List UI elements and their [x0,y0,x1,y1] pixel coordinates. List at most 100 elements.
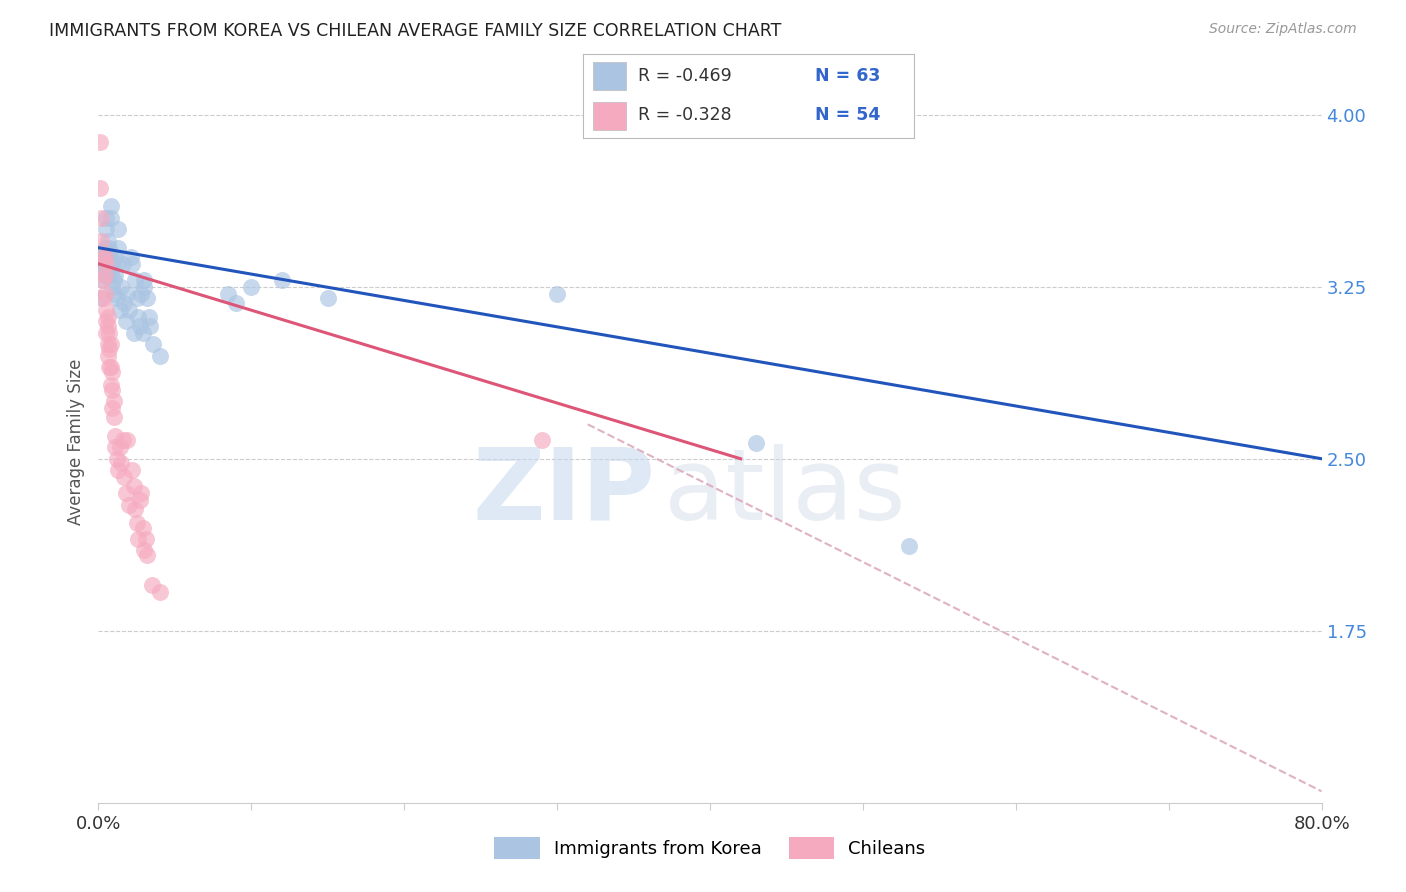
Point [127,310,149,324]
Point [115,314,138,328]
Point [240,279,263,293]
Point [117,286,139,301]
Bar [593,102,627,130]
Point [134,543,156,558]
Point [93,241,115,255]
Text: IMMIGRANTS FROM KOREA VS CHILEAN AVERAGE FAMILY SIZE CORRELATION CHART: IMMIGRANTS FROM KOREA VS CHILEAN AVERAGE… [49,22,782,40]
Point [316,291,339,305]
Point [121,463,143,477]
Point [98,342,121,356]
Point [122,326,145,340]
Point [101,279,124,293]
Point [101,365,124,379]
Point [125,516,148,530]
Point [105,451,128,466]
Point [100,268,122,283]
Point [97,318,120,333]
Point [94,314,117,328]
Point [104,429,127,443]
Point [110,456,132,470]
Point [94,211,117,225]
Point [125,291,148,305]
Point [270,273,292,287]
Point [745,435,768,450]
Point [97,349,120,363]
Point [94,222,117,236]
Point [91,245,114,260]
Point [90,234,112,248]
Point [103,394,125,409]
Text: Source: ZipAtlas.com: Source: ZipAtlas.com [1209,22,1357,37]
Point [97,310,120,324]
Point [122,479,145,493]
Point [132,520,155,534]
Point [89,181,111,195]
Point [100,199,122,213]
Point [111,257,134,271]
Point [530,434,553,448]
Point [90,257,112,271]
Point [111,434,134,448]
Point [93,250,115,264]
Y-axis label: Average Family Size: Average Family Size [66,359,84,524]
Point [225,295,247,310]
Point [107,241,129,255]
Point [97,268,120,283]
Point [118,302,141,317]
Point [91,273,114,287]
Point [124,502,146,516]
Point [127,532,149,546]
Text: N = 54: N = 54 [815,106,880,124]
Point [104,268,127,283]
Point [89,135,111,149]
Point [105,257,128,271]
Point [139,318,162,333]
Point [546,286,568,301]
Point [124,273,146,287]
Point [104,440,127,454]
Point [105,291,128,305]
Point [100,378,122,392]
Point [217,286,239,301]
Point [142,337,165,351]
Point [100,359,122,374]
Point [94,257,117,271]
Point [132,326,155,340]
Point [134,279,156,293]
Point [136,548,159,562]
Point [108,302,131,317]
Point [128,318,150,333]
Point [101,257,124,271]
Point [94,326,117,340]
Point [138,310,160,324]
Point [98,359,121,374]
Legend: Immigrants from Korea, Chileans: Immigrants from Korea, Chileans [488,830,932,866]
Point [98,250,121,264]
Point [149,349,172,363]
Point [117,434,139,448]
Point [107,222,129,236]
Point [100,337,122,351]
Point [91,291,114,305]
Point [93,268,115,283]
Point [897,539,920,553]
Point [136,291,159,305]
Point [135,532,157,546]
Point [134,273,156,287]
Point [91,273,114,287]
Point [93,250,115,264]
Point [98,241,121,255]
Point [97,257,120,271]
Text: R = -0.328: R = -0.328 [638,106,731,124]
Point [103,410,125,425]
Point [108,440,131,454]
Point [104,250,127,264]
Point [129,486,152,500]
Point [101,401,124,416]
Point [149,584,172,599]
Point [97,234,120,248]
Text: N = 63: N = 63 [815,67,880,85]
Point [90,211,112,225]
Point [110,279,132,293]
Point [97,250,120,264]
